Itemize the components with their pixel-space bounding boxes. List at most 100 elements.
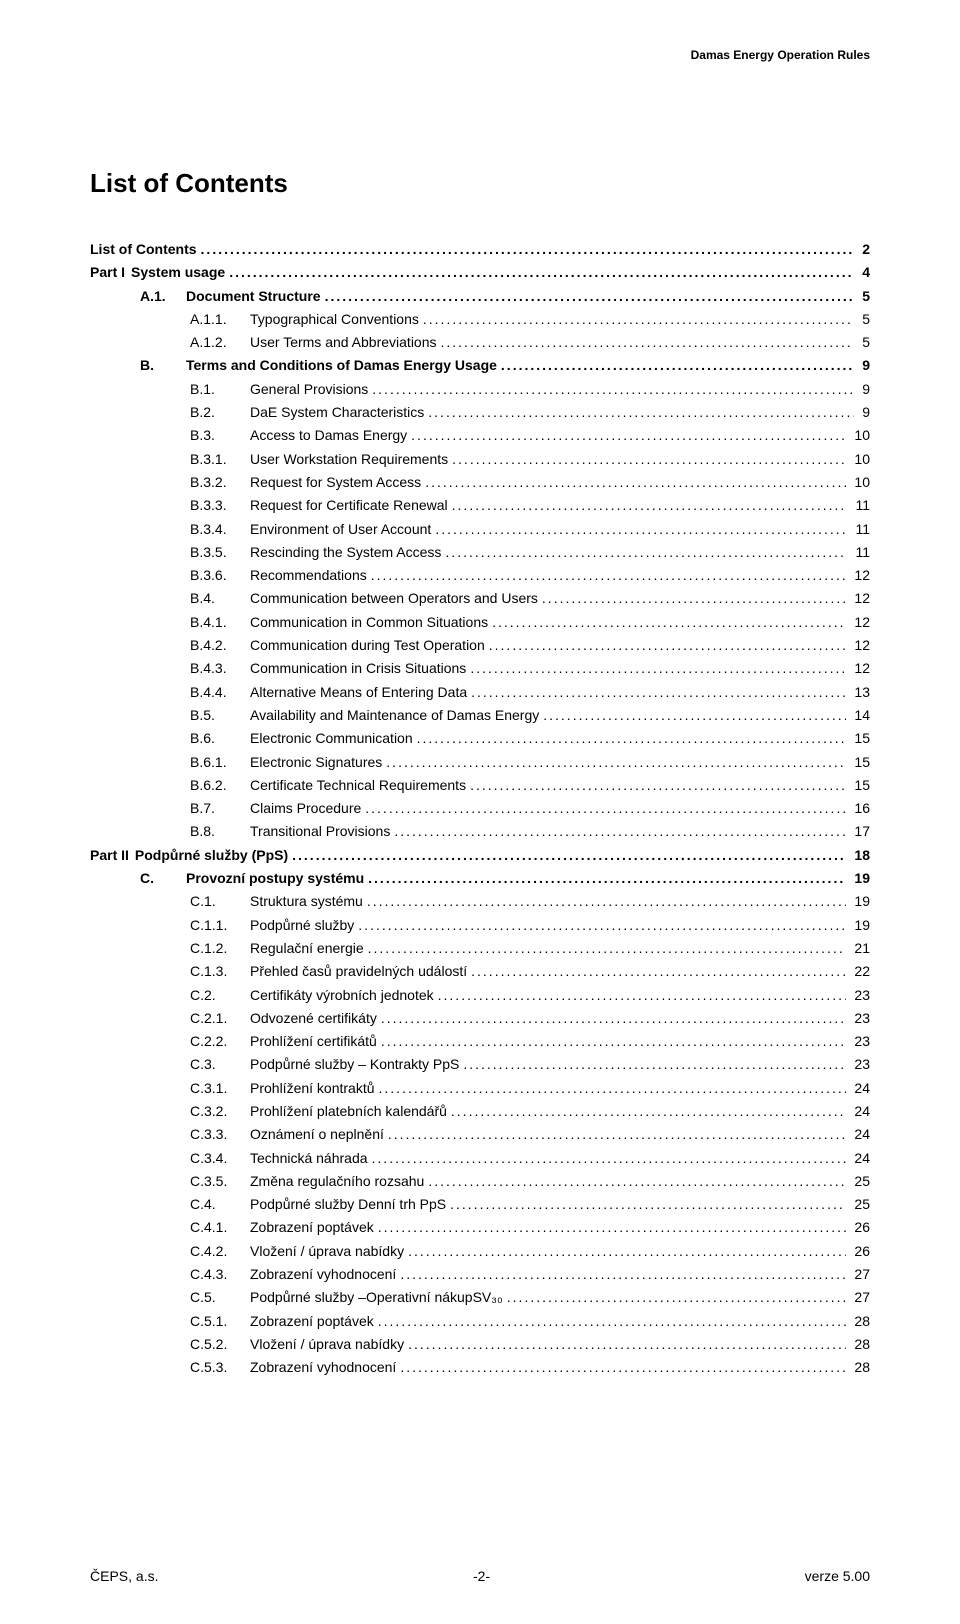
toc-leader-dots bbox=[394, 821, 846, 841]
toc-leader-dots bbox=[371, 565, 847, 585]
toc-entry[interactable]: C.4.1.Zobrazení poptávek26 bbox=[190, 1217, 870, 1237]
toc-entry-code: B.3.4. bbox=[190, 519, 250, 539]
toc-entry-page: 12 bbox=[850, 612, 870, 632]
toc-entry-page: 25 bbox=[850, 1194, 870, 1214]
toc-entry[interactable]: List of Contents 2 bbox=[90, 239, 870, 259]
toc-entry-label: Availability and Maintenance of Damas En… bbox=[250, 705, 539, 725]
toc-leader-dots bbox=[408, 1241, 846, 1261]
toc-leader-dots bbox=[489, 635, 847, 655]
toc-entry[interactable]: B.4.4.Alternative Means of Entering Data… bbox=[190, 682, 870, 702]
toc-entry[interactable]: B.4.3.Communication in Crisis Situations… bbox=[190, 658, 870, 678]
toc-entry[interactable]: C.Provozní postupy systému19 bbox=[140, 868, 870, 888]
toc-entry[interactable]: C.3.4.Technická náhrada24 bbox=[190, 1148, 870, 1168]
toc-entry-page: 10 bbox=[850, 472, 870, 492]
toc-entry[interactable]: C.4.2.Vložení / úprava nabídky26 bbox=[190, 1241, 870, 1261]
toc-entry[interactable]: A.1.1.Typographical Conventions5 bbox=[190, 309, 870, 329]
toc-entry[interactable]: B.3.6.Recommendations12 bbox=[190, 565, 870, 585]
toc-entry-page: 23 bbox=[850, 1054, 870, 1074]
toc-entry[interactable]: C.5.3.Zobrazení vyhodnocení28 bbox=[190, 1357, 870, 1377]
toc-entry-page: 14 bbox=[850, 705, 870, 725]
toc-entry[interactable]: B.3.2.Request for System Access10 bbox=[190, 472, 870, 492]
toc-entry-page: 24 bbox=[850, 1124, 870, 1144]
toc-entry[interactable]: Part ISystem usage4 bbox=[90, 262, 870, 282]
toc-entry[interactable]: A.1.2.User Terms and Abbreviations5 bbox=[190, 332, 870, 352]
toc-entry[interactable]: C.1.2.Regulační energie21 bbox=[190, 938, 870, 958]
toc-entry-page: 28 bbox=[850, 1334, 870, 1354]
toc-entry[interactable]: C.1.3.Přehled časů pravidelných událostí… bbox=[190, 961, 870, 981]
toc-entry-code: C.5.2. bbox=[190, 1334, 250, 1354]
toc-entry-code: C.2. bbox=[190, 985, 250, 1005]
toc-entry-label: List of Contents bbox=[90, 239, 197, 259]
toc-entry-label: Communication in Common Situations bbox=[250, 612, 488, 632]
toc-entry[interactable]: C.5.Podpůrné služby –Operativní nákupSV₃… bbox=[190, 1287, 870, 1307]
toc-entry[interactable]: A.1.Document Structure5 bbox=[140, 286, 870, 306]
toc-entry-page: 19 bbox=[850, 868, 870, 888]
toc-entry[interactable]: B.Terms and Conditions of Damas Energy U… bbox=[140, 355, 870, 375]
toc-leader-dots bbox=[471, 682, 846, 702]
toc-entry-page: 24 bbox=[850, 1148, 870, 1168]
toc-entry-label: Request for System Access bbox=[250, 472, 421, 492]
toc-entry-page: 24 bbox=[850, 1101, 870, 1121]
toc-entry[interactable]: B.6.2.Certificate Technical Requirements… bbox=[190, 775, 870, 795]
toc-leader-dots bbox=[452, 449, 846, 469]
toc-entry[interactable]: B.4.1.Communication in Common Situations… bbox=[190, 612, 870, 632]
toc-entry[interactable]: C.3.3.Oznámení o neplnění 24 bbox=[190, 1124, 870, 1144]
toc-entry[interactable]: C.1.1.Podpůrné služby19 bbox=[190, 915, 870, 935]
toc-entry[interactable]: B.4.Communication between Operators and … bbox=[190, 588, 870, 608]
toc-entry[interactable]: B.8.Transitional Provisions17 bbox=[190, 821, 870, 841]
toc-entry-page: 11 bbox=[851, 519, 870, 539]
toc-entry-label: Podpůrné služby –Operativní nákupSV₃₀ bbox=[250, 1287, 503, 1307]
toc-entry-page: 9 bbox=[858, 379, 870, 399]
toc-entry[interactable]: B.5.Availability and Maintenance of Dama… bbox=[190, 705, 870, 725]
toc-entry[interactable]: C.1.Struktura systému19 bbox=[190, 891, 870, 911]
toc-entry-code: B.6.1. bbox=[190, 752, 250, 772]
toc-entry-label: Oznámení o neplnění bbox=[250, 1124, 384, 1144]
toc-entry[interactable]: C.3.5.Změna regulačního rozsahu25 bbox=[190, 1171, 870, 1191]
toc-entry[interactable]: Part IIPodpůrné služby (PpS)18 bbox=[90, 845, 870, 865]
toc-entry[interactable]: B.3.5.Rescinding the System Access11 bbox=[190, 542, 870, 562]
toc-entry-code: Part I bbox=[90, 262, 131, 282]
toc-entry[interactable]: C.3.Podpůrné služby – Kontrakty PpS23 bbox=[190, 1054, 870, 1074]
toc-entry-label: Access to Damas Energy bbox=[250, 425, 407, 445]
toc-entry[interactable]: B.4.2.Communication during Test Operatio… bbox=[190, 635, 870, 655]
toc-entry[interactable]: B.3.1.User Workstation Requirements10 bbox=[190, 449, 870, 469]
toc-leader-dots bbox=[379, 1078, 847, 1098]
toc-entry-label: Communication between Operators and User… bbox=[250, 588, 538, 608]
toc-entry-code: B.7. bbox=[190, 798, 250, 818]
toc-entry-code: C.4.3. bbox=[190, 1264, 250, 1284]
toc-entry[interactable]: B.3.4.Environment of User Account11 bbox=[190, 519, 870, 539]
toc-entry[interactable]: C.4.Podpůrné služby Denní trh PpS25 bbox=[190, 1194, 870, 1214]
toc-entry[interactable]: B.2.DaE System Characteristics9 bbox=[190, 402, 870, 422]
toc-entry[interactable]: B.6.Electronic Communication15 bbox=[190, 728, 870, 748]
toc-entry[interactable]: C.3.2.Prohlížení platebních kalendářů24 bbox=[190, 1101, 870, 1121]
toc-entry-page: 2 bbox=[858, 239, 870, 259]
toc-leader-dots bbox=[408, 1334, 846, 1354]
toc-entry[interactable]: B.3.3.Request for Certificate Renewal11 bbox=[190, 495, 870, 515]
toc-entry[interactable]: C.4.3.Zobrazení vyhodnocení27 bbox=[190, 1264, 870, 1284]
toc-entry[interactable]: B.1.General Provisions9 bbox=[190, 379, 870, 399]
toc-entry-label: Prohlížení platebních kalendářů bbox=[250, 1101, 447, 1121]
toc-entry-label: Typographical Conventions bbox=[250, 309, 419, 329]
toc-entry[interactable]: C.2.Certifikáty výrobních jednotek23 bbox=[190, 985, 870, 1005]
toc-leader-dots bbox=[365, 798, 846, 818]
toc-entry-label: Recommendations bbox=[250, 565, 367, 585]
toc-entry[interactable]: B.6.1.Electronic Signatures15 bbox=[190, 752, 870, 772]
toc-entry-label: Provozní postupy systému bbox=[186, 868, 364, 888]
toc-entry-code: B.1. bbox=[190, 379, 250, 399]
toc-entry-code: C.3.3. bbox=[190, 1124, 250, 1144]
toc-entry[interactable]: B.7.Claims Procedure16 bbox=[190, 798, 870, 818]
toc-entry[interactable]: C.3.1.Prohlížení kontraktů24 bbox=[190, 1078, 870, 1098]
toc-entry-label: Rescinding the System Access bbox=[250, 542, 441, 562]
toc-entry[interactable]: C.5.2.Vložení / úprava nabídky28 bbox=[190, 1334, 870, 1354]
toc-entry-page: 9 bbox=[858, 355, 870, 375]
toc-entry-code: C.4.1. bbox=[190, 1217, 250, 1237]
toc-entry-page: 5 bbox=[858, 286, 870, 306]
toc-leader-dots bbox=[438, 985, 847, 1005]
toc-entry[interactable]: C.2.2.Prohlížení certifikátů23 bbox=[190, 1031, 870, 1051]
toc-entry-label: Technická náhrada bbox=[250, 1148, 368, 1168]
toc-entry-label: Certificate Technical Requirements bbox=[250, 775, 466, 795]
toc-entry[interactable]: B.3.Access to Damas Energy10 bbox=[190, 425, 870, 445]
toc-entry[interactable]: C.5.1.Zobrazení poptávek28 bbox=[190, 1311, 870, 1331]
toc-entry-page: 10 bbox=[850, 449, 870, 469]
toc-entry[interactable]: C.2.1.Odvozené certifikáty23 bbox=[190, 1008, 870, 1028]
